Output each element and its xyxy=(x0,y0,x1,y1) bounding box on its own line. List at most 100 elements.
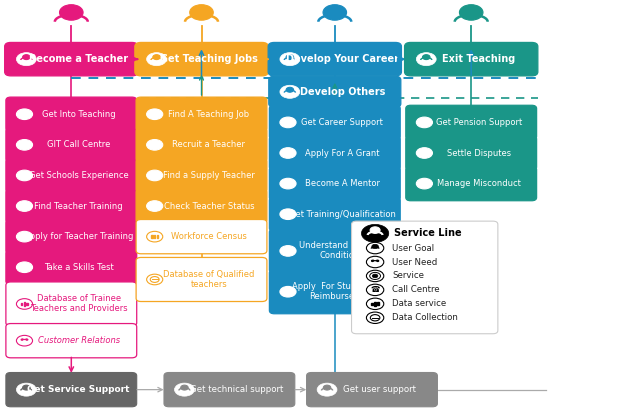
Bar xyxy=(20,303,22,305)
Circle shape xyxy=(16,383,36,396)
Circle shape xyxy=(323,4,347,20)
Circle shape xyxy=(16,262,33,273)
Circle shape xyxy=(22,204,27,208)
Circle shape xyxy=(16,140,33,150)
Text: Get Service Support: Get Service Support xyxy=(27,385,130,394)
Circle shape xyxy=(280,246,296,256)
FancyBboxPatch shape xyxy=(306,373,438,407)
Circle shape xyxy=(285,290,291,293)
FancyBboxPatch shape xyxy=(136,128,267,162)
Circle shape xyxy=(421,151,423,153)
FancyBboxPatch shape xyxy=(405,136,537,170)
FancyBboxPatch shape xyxy=(6,97,136,131)
Circle shape xyxy=(181,385,188,390)
Circle shape xyxy=(26,339,28,340)
Bar xyxy=(371,303,373,305)
Circle shape xyxy=(366,270,384,282)
Text: Become a Teacher: Become a Teacher xyxy=(29,54,128,64)
Text: Customer Relations: Customer Relations xyxy=(38,336,120,345)
Circle shape xyxy=(285,151,291,155)
Text: Get Training/Qualification: Get Training/Qualification xyxy=(289,210,396,219)
Text: Get Teaching Jobs: Get Teaching Jobs xyxy=(160,54,258,64)
FancyBboxPatch shape xyxy=(268,42,402,76)
Circle shape xyxy=(285,182,286,183)
FancyBboxPatch shape xyxy=(136,189,267,223)
Circle shape xyxy=(190,4,213,20)
Circle shape xyxy=(156,174,158,175)
Text: Settle Disputes: Settle Disputes xyxy=(446,149,511,157)
Circle shape xyxy=(152,204,157,208)
Text: Service Line: Service Line xyxy=(394,228,461,238)
Bar xyxy=(24,302,25,306)
Circle shape xyxy=(421,121,423,122)
Circle shape xyxy=(152,143,157,146)
Circle shape xyxy=(22,174,27,177)
Circle shape xyxy=(421,182,423,183)
FancyBboxPatch shape xyxy=(404,42,538,76)
Circle shape xyxy=(280,53,300,66)
Text: Develop Your Career: Develop Your Career xyxy=(286,54,399,64)
Circle shape xyxy=(417,178,433,189)
Bar xyxy=(374,302,376,306)
Text: Find A Teaching Job: Find A Teaching Job xyxy=(169,110,249,119)
Circle shape xyxy=(280,148,296,158)
Circle shape xyxy=(22,266,27,269)
FancyBboxPatch shape xyxy=(6,250,136,284)
FancyBboxPatch shape xyxy=(6,220,136,254)
Circle shape xyxy=(16,53,36,66)
FancyBboxPatch shape xyxy=(136,97,267,131)
FancyBboxPatch shape xyxy=(6,282,136,326)
Text: Database of Trainee
Teachers and Providers: Database of Trainee Teachers and Provide… xyxy=(30,295,128,313)
Text: Understand Pay And
Conditions: Understand Pay And Conditions xyxy=(299,242,385,260)
Text: User Need: User Need xyxy=(392,257,438,266)
Circle shape xyxy=(175,383,194,396)
FancyBboxPatch shape xyxy=(164,373,295,407)
Circle shape xyxy=(16,335,33,346)
FancyBboxPatch shape xyxy=(136,158,267,193)
Text: ☎: ☎ xyxy=(20,140,29,149)
Text: Get user support: Get user support xyxy=(343,385,416,394)
FancyBboxPatch shape xyxy=(6,373,136,407)
Text: Get Schools Experience: Get Schools Experience xyxy=(29,171,128,180)
Text: Call Centre: Call Centre xyxy=(392,285,440,295)
Circle shape xyxy=(16,231,33,242)
Circle shape xyxy=(366,284,384,295)
FancyBboxPatch shape xyxy=(135,42,268,76)
Circle shape xyxy=(146,274,162,285)
Circle shape xyxy=(151,174,153,175)
Circle shape xyxy=(23,385,30,390)
Circle shape xyxy=(280,85,300,98)
Text: GIT Call Centre: GIT Call Centre xyxy=(47,140,110,149)
FancyBboxPatch shape xyxy=(6,128,136,162)
Text: Take a Skills Test: Take a Skills Test xyxy=(44,263,113,272)
Circle shape xyxy=(286,55,294,60)
Bar xyxy=(377,302,379,306)
Circle shape xyxy=(60,4,83,20)
Text: Find Teacher Training: Find Teacher Training xyxy=(35,202,123,211)
FancyBboxPatch shape xyxy=(269,229,401,273)
Circle shape xyxy=(280,178,296,189)
Circle shape xyxy=(370,227,380,233)
Circle shape xyxy=(290,121,291,122)
Bar xyxy=(26,302,28,306)
FancyBboxPatch shape xyxy=(136,257,267,302)
Circle shape xyxy=(377,260,379,262)
Bar xyxy=(156,235,158,238)
Text: User Goal: User Goal xyxy=(392,244,435,253)
FancyBboxPatch shape xyxy=(5,42,138,76)
Circle shape xyxy=(371,260,373,262)
Circle shape xyxy=(317,383,337,396)
Text: Manage Misconduct: Manage Misconduct xyxy=(436,179,521,188)
Circle shape xyxy=(373,274,378,278)
Circle shape xyxy=(22,235,27,238)
Circle shape xyxy=(16,201,33,211)
Text: Become A Mentor: Become A Mentor xyxy=(305,179,379,188)
Circle shape xyxy=(366,298,384,310)
FancyBboxPatch shape xyxy=(405,166,537,201)
FancyBboxPatch shape xyxy=(269,270,401,314)
Circle shape xyxy=(153,55,160,60)
Text: Check Teacher Status: Check Teacher Status xyxy=(164,202,254,211)
Text: Apply For A Grant: Apply For A Grant xyxy=(305,149,379,157)
Text: Get Career Support: Get Career Support xyxy=(301,118,383,127)
Circle shape xyxy=(285,121,286,122)
